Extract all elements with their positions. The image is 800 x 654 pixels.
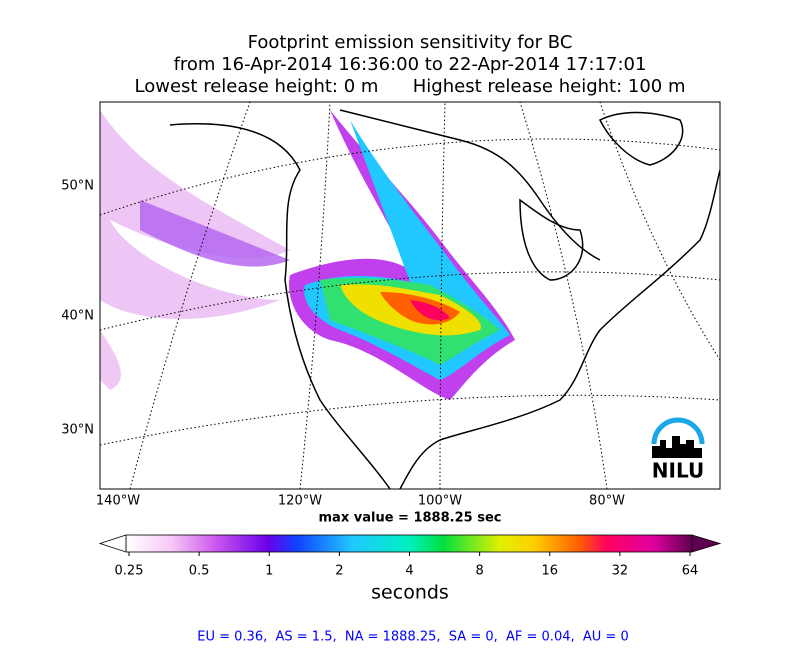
colorbar-tick-label: 0.25: [115, 564, 144, 579]
title-line: from 16-Apr-2014 16:36:00 to 22-Apr-2014…: [174, 54, 647, 75]
lon-label: 100°W: [418, 494, 462, 509]
colorbar-tick-label: 32: [612, 564, 629, 579]
colorbar-tick-label: 0.5: [189, 564, 210, 579]
title-line: Footprint emission sensitivity for BC: [248, 32, 573, 53]
lon-label: 120°W: [278, 494, 322, 509]
lat-labels: 50°N 40°N 30°N: [61, 179, 94, 438]
colorbar-tick-label: 16: [541, 564, 558, 579]
logo-text: NILU: [652, 459, 704, 483]
lat-label: 40°N: [61, 309, 94, 324]
colorbar-tick-label: 8: [475, 564, 483, 579]
title-block: Footprint emission sensitivity for BC fr…: [135, 32, 686, 97]
colorbar-tick-label: 1: [265, 564, 273, 579]
lat-label: 50°N: [61, 179, 94, 194]
map-frame: [99, 101, 721, 490]
max-value: max value = 1888.25 sec: [319, 511, 502, 526]
colorbar-tick-label: 64: [682, 564, 699, 579]
lon-labels: 140°W 120°W 100°W 80°W: [96, 494, 625, 509]
colorbar-label: seconds: [371, 582, 449, 604]
logo: NILU: [651, 417, 705, 483]
lat-label: 30°N: [61, 423, 94, 438]
lon-label: 80°W: [589, 494, 625, 509]
colorbar-tick-label: 2: [335, 564, 343, 579]
title-line: Lowest release height: 0 m Highest relea…: [135, 76, 686, 97]
colorbar: 0.25 0.5 1 2 4 8 16 32 64: [98, 534, 722, 579]
footer: EU = 0.36, AS = 1.5, NA = 1888.25, SA = …: [197, 630, 628, 645]
map: [100, 102, 720, 489]
colorbar-tick-label: 4: [405, 564, 413, 579]
lon-label: 140°W: [96, 494, 140, 509]
